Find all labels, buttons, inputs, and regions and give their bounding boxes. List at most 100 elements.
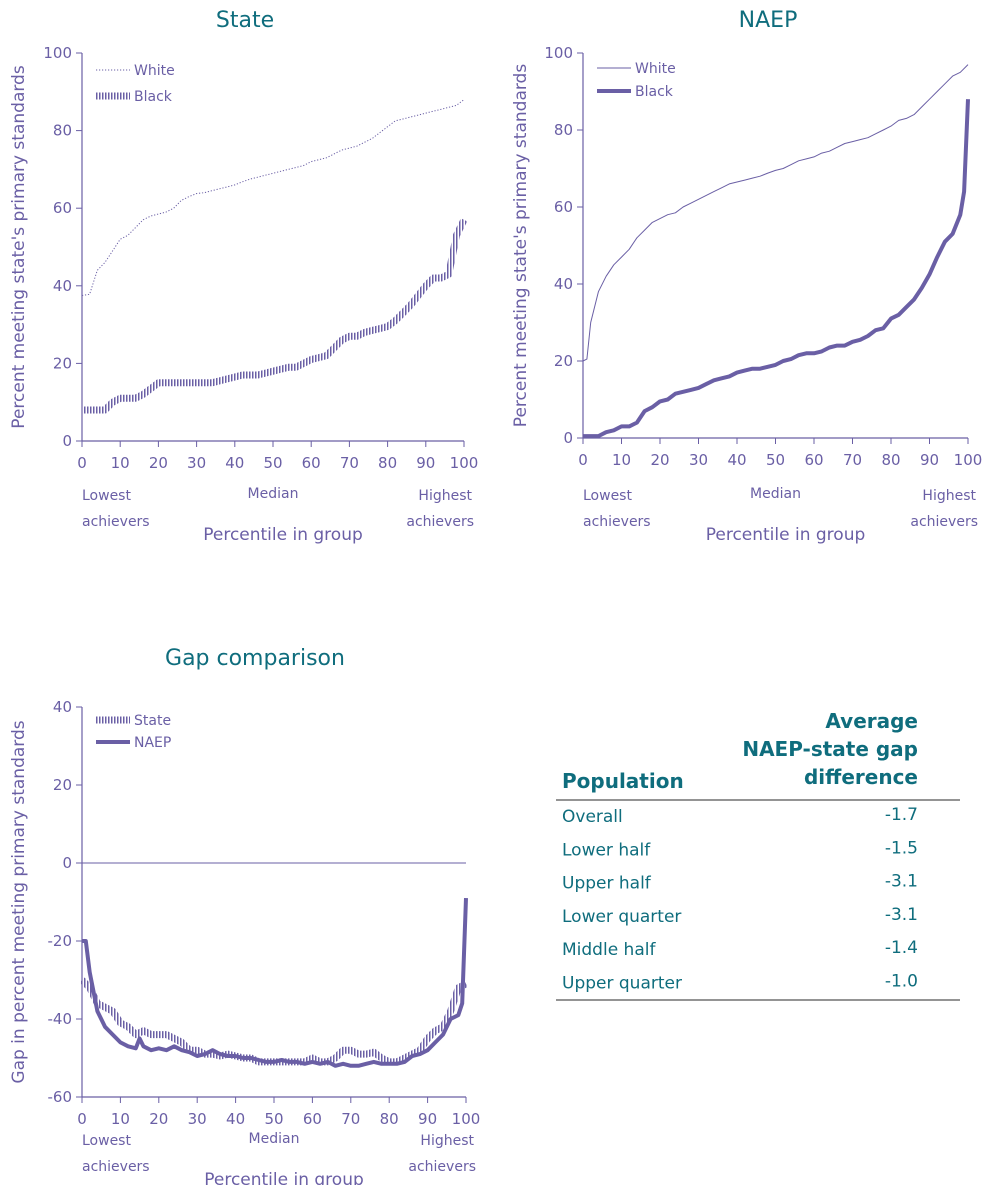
x-tick-label: 0: [77, 1110, 87, 1128]
series-line-black: [82, 218, 468, 414]
gap-header-line-2: NAEP-state gap: [742, 737, 918, 761]
x-tick-label: 0: [578, 451, 588, 469]
series-line-state: [79, 977, 468, 1066]
y-tick-label: 60: [53, 199, 72, 217]
y-tick-label: 20: [53, 776, 72, 794]
x-tick-label: 70: [340, 454, 359, 472]
y-tick-label: 0: [62, 854, 72, 872]
x-tick-label: 30: [187, 454, 206, 472]
x-tick-label: 80: [378, 454, 397, 472]
lowest-label: Lowest: [82, 1133, 131, 1149]
x-tick-label: 100: [452, 1110, 481, 1128]
y-tick-label: 100: [544, 44, 573, 62]
x-tick-label: 60: [804, 451, 823, 469]
x-tick-label: 100: [450, 454, 479, 472]
x-tick-label: 100: [954, 451, 983, 469]
y-tick-label: 0: [62, 432, 72, 450]
y-tick-label: 80: [53, 122, 72, 140]
x-tick-label: 20: [149, 454, 168, 472]
gap-summary-table: Average NAEP-state gap difference Popula…: [556, 709, 960, 1001]
y-tick-label: 40: [53, 698, 72, 716]
y-axis-label: Percent meeting state's primary standard…: [511, 64, 531, 428]
table-row-value: -1.5: [885, 838, 918, 858]
series-line-white: [81, 99, 465, 296]
x-tick-label: 20: [650, 451, 669, 469]
x-axis-label: Percentile in group: [203, 525, 363, 545]
achievers-label-low: achievers: [583, 514, 651, 530]
population-header: Population: [562, 769, 684, 793]
y-tick-label: 0: [563, 429, 573, 447]
legend-label-white: White: [134, 63, 175, 79]
median-label: Median: [750, 486, 801, 502]
table-row-population: Upper quarter: [562, 974, 682, 994]
highest-label: Highest: [420, 1133, 474, 1149]
series-line-black: [583, 99, 970, 439]
y-tick-label: -20: [48, 932, 73, 950]
table-row-population: Overall: [562, 807, 623, 827]
chart-1: NAEP 0 20 40 60 80 100 0 10 20 30 40 50 60 70 80 90 100 Lo…: [511, 8, 982, 545]
x-tick-label: 10: [111, 454, 130, 472]
y-axis-label: Gap in percent meeting primary standards: [9, 720, 29, 1083]
x-tick-label: 90: [920, 451, 939, 469]
x-tick-label: 50: [766, 451, 785, 469]
x-tick-label: 90: [418, 1110, 437, 1128]
chart-2: Gap comparison -60 -40 -20 0 20 40 0 10 20 30 40 50 6…: [9, 646, 480, 1185]
y-tick-label: -40: [48, 1010, 73, 1028]
y-tick-label: 60: [554, 198, 573, 216]
chart-title: NAEP: [739, 8, 798, 33]
x-tick-label: 30: [188, 1110, 207, 1128]
x-axis-label: Percentile in group: [706, 525, 866, 545]
achievers-label-low: achievers: [82, 514, 150, 530]
highest-label: Highest: [922, 488, 976, 504]
series-line-white: [582, 64, 969, 362]
y-tick-label: 20: [554, 352, 573, 370]
gap-header-line-3: difference: [804, 765, 918, 789]
legend-label-black: Black: [635, 84, 674, 100]
x-tick-label: 60: [303, 1110, 322, 1128]
chart-title: State: [216, 8, 274, 33]
x-tick-label: 80: [881, 451, 900, 469]
achievers-label-high: achievers: [406, 514, 474, 530]
table-row-population: Lower quarter: [562, 907, 681, 927]
y-tick-label: 80: [554, 121, 573, 139]
legend-label-black: Black: [134, 89, 173, 105]
x-tick-label: 80: [380, 1110, 399, 1128]
x-tick-label: 50: [264, 1110, 283, 1128]
table-row-population: Lower half: [562, 840, 651, 860]
table-row-value: -3.1: [885, 872, 918, 892]
x-tick-label: 20: [149, 1110, 168, 1128]
series-line-naep: [82, 898, 468, 1068]
x-tick-label: 40: [225, 454, 244, 472]
x-tick-label: 10: [612, 451, 631, 469]
chart-0: State 0 20 40 60 80 100 0 10 20 30 40 50 60 70 80 90 100 L…: [9, 8, 478, 545]
lowest-label: Lowest: [583, 488, 632, 504]
table-row-value: -1.4: [885, 938, 918, 958]
y-tick-label: 40: [554, 275, 573, 293]
y-tick-label: 20: [53, 354, 72, 372]
legend-label-white: White: [635, 61, 676, 77]
table-row-population: Upper half: [562, 874, 652, 894]
y-tick-label: 40: [53, 277, 72, 295]
table-row-value: -1.7: [885, 805, 918, 825]
x-axis-label: Percentile in group: [204, 1170, 364, 1185]
achievers-label-low: achievers: [82, 1159, 150, 1175]
x-tick-label: 50: [263, 454, 282, 472]
achievers-label-high: achievers: [910, 514, 978, 530]
gap-header-line-1: Average: [825, 709, 918, 733]
median-label: Median: [249, 1131, 300, 1147]
legend-label-naep: NAEP: [134, 735, 171, 751]
table-row-value: -3.1: [885, 905, 918, 925]
x-tick-label: 30: [689, 451, 708, 469]
x-tick-label: 90: [416, 454, 435, 472]
x-tick-label: 40: [727, 451, 746, 469]
chart-title: Gap comparison: [165, 646, 345, 671]
y-tick-label: -60: [48, 1088, 73, 1106]
x-tick-label: 60: [302, 454, 321, 472]
table-row-value: -1.0: [885, 972, 918, 992]
x-tick-label: 10: [111, 1110, 130, 1128]
lowest-label: Lowest: [82, 488, 131, 504]
x-tick-label: 40: [226, 1110, 245, 1128]
median-label: Median: [248, 486, 299, 502]
achievers-label-high: achievers: [408, 1159, 476, 1175]
highest-label: Highest: [418, 488, 472, 504]
